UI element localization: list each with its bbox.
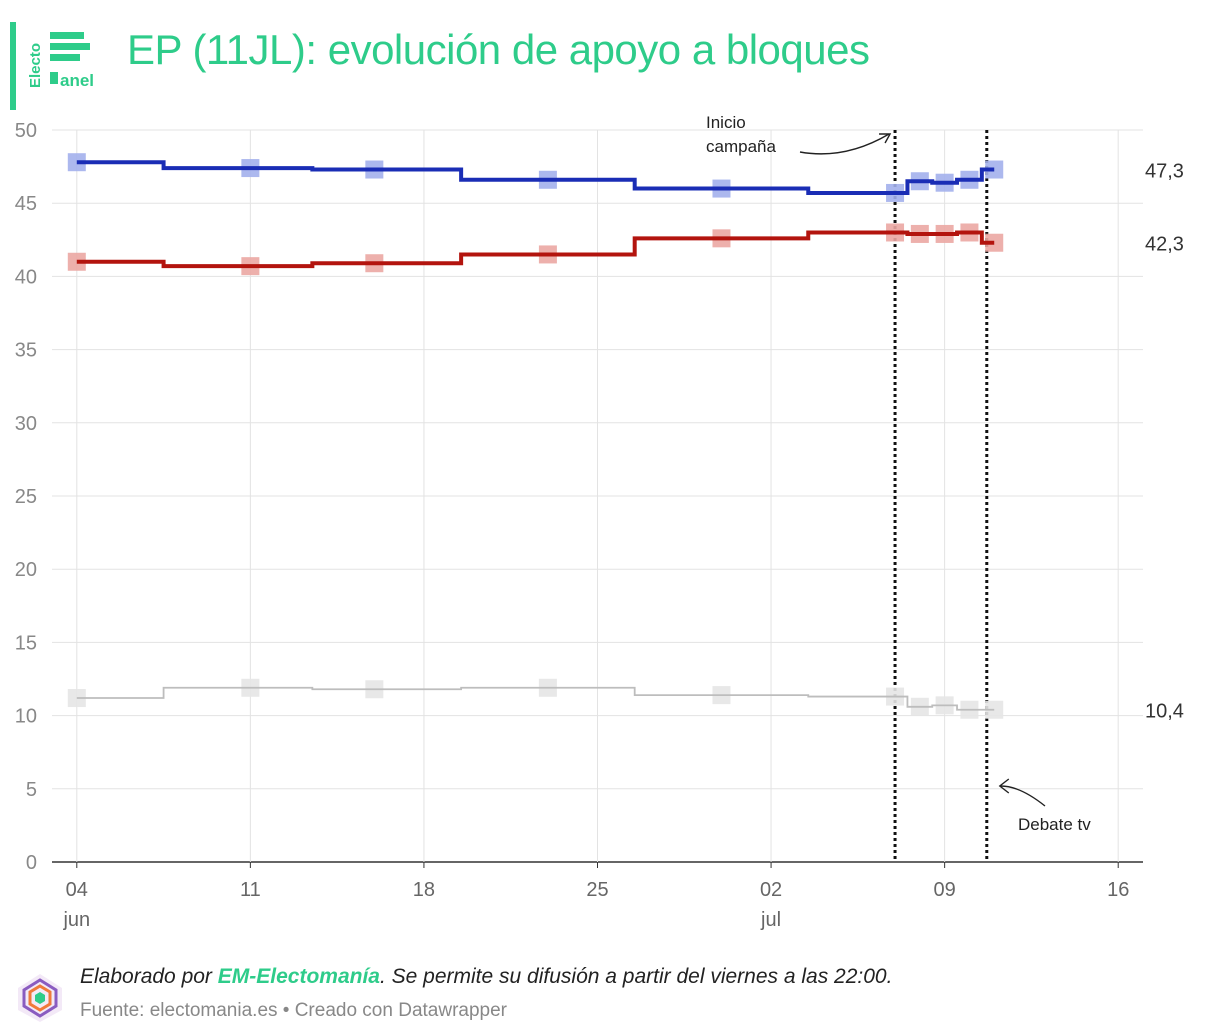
series-2: [67, 678, 1004, 719]
x-tick-label: 16: [1107, 879, 1129, 901]
annotation-layer: Inicio campaña Debate tv: [706, 113, 1091, 862]
x-tick-label: 04: [66, 879, 88, 901]
y-tick-label: 20: [15, 559, 37, 581]
series-end-label: 47,3: [1145, 161, 1184, 183]
x-tick-label: 02: [760, 879, 782, 901]
x-tick-sublabel: jul: [760, 909, 781, 931]
footer-suffix: . Se permite su difusión a partir del vi…: [379, 965, 893, 988]
y-tick-label: 10: [15, 706, 37, 728]
grid-layer: [52, 129, 1143, 868]
y-tick-label: 45: [15, 193, 37, 215]
em-footer-logo: [18, 974, 62, 1022]
annotation-label-debate: Debate tv: [1018, 815, 1091, 834]
accent-bar: [10, 22, 16, 110]
footer-prefix: Elaborado por: [80, 965, 218, 988]
chart-title: EP (11JL): evolución de apoyo a bloques: [127, 26, 870, 73]
y-tick-label: 30: [15, 413, 37, 435]
annotation-label-campaign: campaña: [706, 137, 776, 156]
series-line: [76, 230, 995, 269]
footer-source: Fuente: electomania.es • Creado con Data…: [80, 1000, 507, 1021]
y-tick-label: 40: [15, 266, 37, 288]
y-tick-label: 0: [26, 852, 37, 874]
x-tick-label: 11: [240, 879, 261, 901]
y-tick-label: 15: [15, 632, 37, 654]
logo-text-bottom: anel: [60, 71, 94, 90]
series-line: [76, 686, 995, 711]
x-tick-label: 09: [934, 879, 956, 901]
footer-brand-link[interactable]: EM-Electomanía: [217, 965, 380, 988]
annotation-arrowhead-debate: [998, 778, 1010, 794]
series-end-label: 10,4: [1145, 701, 1184, 723]
annotation-label-campaign: Inicio: [706, 113, 746, 132]
x-tick-label: 25: [586, 879, 608, 901]
annotation-arrow-debate: [1000, 785, 1046, 807]
logo-text-top: Electo: [28, 43, 44, 88]
electopanel-logo: Electo anel: [28, 32, 94, 90]
support-evolution-chart: Inicio campaña Debate tv 0 5 10 15 20 25 30 35 40 4…: [15, 113, 1184, 931]
series-1: [67, 223, 1004, 276]
series-line: [76, 160, 995, 195]
annotation-arrowhead-campaign: [879, 133, 892, 144]
footer-credit: Elaborado por EM-Electomanía. Se permite…: [80, 965, 892, 989]
series-layer: [67, 153, 1004, 719]
label-layer: 0 5 10 15 20 25 30 35 40 45 50 04 jun 11 18 25 02 jul 09 16…: [15, 120, 1184, 931]
y-tick-label: 35: [15, 340, 37, 362]
series-0: [67, 153, 1004, 202]
y-tick-label: 5: [26, 779, 37, 801]
x-tick-label: 18: [413, 879, 435, 901]
x-tick-sublabel: jun: [62, 909, 90, 931]
annotation-arrow-campaign: [799, 133, 890, 155]
y-tick-label: 50: [15, 120, 37, 142]
y-tick-label: 25: [15, 486, 37, 508]
series-end-label: 42,3: [1145, 234, 1184, 256]
